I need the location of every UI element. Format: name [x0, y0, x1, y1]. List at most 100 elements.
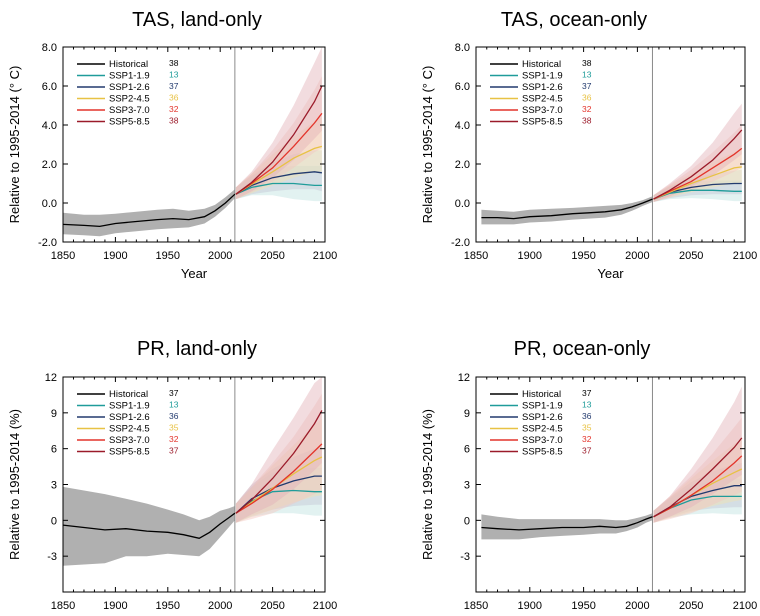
x-tick-label: 1900	[103, 600, 127, 612]
legend-count: 36	[169, 93, 179, 103]
chart-panel-3: PR, land-only 1850 1900 1950 2000 2050 2100 -3 0…	[7, 338, 337, 612]
x-axis-label: Year	[597, 266, 624, 281]
legend-count: 32	[582, 104, 592, 114]
legend-label: SSP3-7.0	[109, 435, 150, 446]
legend-count: 38	[169, 116, 179, 126]
legend-label: SSP2-4.5	[109, 94, 150, 105]
legend-count: 13	[582, 400, 592, 410]
uncertainty-band-historical	[481, 196, 653, 225]
series-line-ssp5-8-5	[235, 410, 323, 514]
y-tick-label: 6	[51, 444, 57, 456]
legend-count: 37	[582, 388, 592, 398]
x-tick-label: 1850	[51, 600, 75, 612]
legend-count: 13	[582, 70, 592, 80]
x-tick-label: 2100	[313, 600, 337, 612]
series-line-ssp5-8-5	[653, 437, 743, 518]
legend-count: 36	[582, 93, 592, 103]
series-line-historical	[62, 193, 236, 228]
chart-title: PR, ocean-only	[514, 338, 651, 360]
y-tick-label: -2.0	[38, 237, 57, 249]
y-tick-label: 12	[458, 372, 470, 384]
plot-frame	[475, 46, 746, 243]
series-line-historical	[481, 516, 653, 531]
legend-label: Historical	[109, 59, 148, 70]
y-tick-label: 4.0	[42, 120, 57, 132]
chart-panel-4: PR, ocean-only 1850 1900 1950 2000 2050 2100 -3…	[420, 338, 757, 612]
legend-count: 37	[582, 81, 592, 91]
x-tick-label: 2000	[625, 600, 649, 612]
series-line-historical	[62, 512, 236, 539]
chart-title: TAS, ocean-only	[501, 9, 647, 31]
uncertainty-band-ssp5-8-5	[235, 377, 322, 523]
y-tick-label: 2.0	[42, 159, 57, 171]
legend-count: 37	[169, 446, 179, 456]
legend-label: SSP3-7.0	[109, 105, 150, 116]
uncertainty-band-historical	[63, 486, 235, 566]
y-tick-label: 12	[45, 372, 57, 384]
legend-label: SSP1-2.6	[109, 412, 150, 423]
x-tick-label: 1950	[571, 250, 595, 262]
chart-panel-2: TAS, ocean-only 1850 1900 1950 2000 2050 2100 -…	[420, 9, 757, 281]
series-line-ssp1-1-9	[235, 489, 322, 514]
plot-frame	[62, 46, 326, 243]
legend-count: 37	[169, 388, 179, 398]
series-line-ssp5-8-5	[235, 85, 323, 195]
legend-count: 32	[169, 434, 179, 444]
x-tick-label: 2050	[260, 600, 284, 612]
legend-count: 35	[169, 423, 179, 433]
legend-label: SSP5-8.5	[522, 117, 563, 128]
x-tick-label: 2000	[208, 600, 232, 612]
legend-count: 37	[169, 81, 179, 91]
x-tick-label: 1900	[518, 250, 542, 262]
x-tick-label: 2050	[679, 250, 703, 262]
x-tick-label: 2050	[679, 600, 703, 612]
legend-count: 38	[169, 58, 179, 68]
y-tick-label: 0	[51, 515, 57, 527]
legend-label: SSP2-4.5	[109, 424, 150, 435]
legend-label: SSP2-4.5	[522, 94, 563, 105]
x-tick-label: 1900	[103, 250, 127, 262]
series-line-ssp3-7-0	[653, 147, 743, 200]
legend-count: 35	[582, 423, 592, 433]
uncertainty-band-ssp5-8-5	[653, 103, 742, 202]
legend-count: 13	[169, 400, 179, 410]
y-tick-label: 4.0	[455, 120, 470, 132]
legend-label: SSP3-7.0	[522, 105, 563, 116]
legend-count: 13	[169, 70, 179, 80]
legend-label: SSP1-2.6	[522, 412, 563, 423]
uncertainty-band-historical	[63, 189, 235, 237]
legend-label: SSP2-4.5	[522, 424, 563, 435]
y-tick-label: 6.0	[455, 81, 470, 93]
y-tick-label: -3	[47, 551, 57, 563]
x-tick-label: 2100	[733, 600, 757, 612]
uncertainty-band-ssp1-1-9	[235, 467, 322, 523]
legend-label: Historical	[522, 59, 561, 70]
series-line-ssp1-1-9	[653, 189, 742, 200]
y-tick-label: -3	[460, 551, 470, 563]
uncertainty-band-ssp3-7-0	[235, 76, 322, 200]
uncertainty-band-ssp5-8-5	[235, 47, 322, 200]
y-tick-label: 9	[464, 408, 470, 420]
x-tick-label: 2000	[208, 250, 232, 262]
series-line-ssp5-8-5	[653, 129, 743, 200]
legend-count: 32	[169, 104, 179, 114]
legend-count: 36	[582, 411, 592, 421]
uncertainty-band-ssp1-2-6	[235, 447, 322, 523]
y-tick-label: 0.0	[455, 198, 470, 210]
y-tick-label: 6	[464, 444, 470, 456]
x-tick-label: 2000	[625, 250, 649, 262]
y-tick-label: 8.0	[42, 42, 57, 54]
legend-label: SSP1-1.9	[522, 401, 563, 412]
legend-label: Historical	[522, 389, 561, 400]
y-tick-label: 3	[51, 480, 57, 492]
legend-label: SSP1-2.6	[109, 82, 150, 93]
y-axis-label: Relative to 1995-2014 (° C)	[7, 66, 22, 224]
uncertainty-band-ssp3-7-0	[653, 125, 742, 202]
legend-label: SSP1-2.6	[522, 82, 563, 93]
series-line-ssp3-7-0	[653, 455, 743, 518]
y-tick-label: -2.0	[451, 237, 470, 249]
series-line-ssp1-2-6	[235, 475, 322, 514]
legend-count: 32	[582, 434, 592, 444]
y-tick-label: 2.0	[455, 159, 470, 171]
